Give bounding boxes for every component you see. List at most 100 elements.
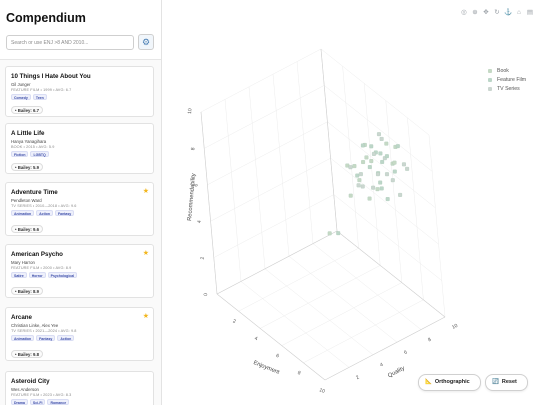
z-tick-label: 6 [193,183,199,187]
orthographic-label: Orthographic [434,379,470,385]
wall-gridline [204,85,325,149]
wall-gridline [224,99,242,282]
tag[interactable]: Satire [11,272,27,278]
legend-item[interactable]: Feature Film [488,71,526,83]
orthographic-button[interactable]: 📐 Orthographic [418,374,481,391]
data-point [384,141,389,146]
wall-gridline [407,117,424,300]
reset-icon: 🔄 [492,379,499,385]
settings-button[interactable]: ⚙ [138,34,154,50]
scatter-3d-plot[interactable]: 2 4 6 8 10 2 4 6 8 10 0 2 4 6 8 10 Enjoyment Quality Recom… [163,0,540,405]
list-item[interactable]: Asteroid City Wes Anderson FEATURE FILM … [5,371,154,405]
y-axis-title: Quality [387,365,406,379]
tag[interactable]: Fantasy [55,210,75,216]
orbit-icon[interactable]: ↻ [494,9,500,16]
score-badge: • Bailey: 9.8 [11,350,43,358]
wall-gridline [330,158,439,245]
axis-line [216,230,338,295]
card-tags: Comedy Teen [11,94,49,100]
tag[interactable]: Drama [11,399,28,405]
data-point [378,151,383,156]
legend-label: Book [497,67,509,74]
x-tick-label: 2 [232,318,237,325]
z-tick-label: 4 [197,220,203,224]
data-point [371,151,376,156]
tag[interactable]: Animation [11,210,35,216]
legend-item[interactable]: TV Series [488,80,526,92]
data-point [379,136,384,141]
tag[interactable]: Fantasy [36,335,56,341]
axis-line [336,230,446,318]
data-point [405,166,410,171]
star-icon[interactable]: ★ [142,188,149,195]
data-point [402,162,406,167]
tag[interactable]: Comedy [11,94,31,100]
data-point [327,231,332,236]
data-point [384,154,389,159]
dot-icon: • [15,108,17,113]
card-tags: Satire Horror Psychological [11,272,79,278]
z-tick-label: 0 [203,293,209,297]
list-item[interactable]: ★ American Psycho Mary Harron FEATURE FI… [5,244,154,298]
card-author: Pendleton Ward [11,197,42,203]
list-item[interactable]: A Little Life Hanya Yanagihara BOOK • 20… [5,123,154,174]
search-input[interactable] [6,35,134,50]
score-badge: • Bailey: 5.9 [11,163,43,171]
list-item[interactable]: ★ Adventure Time Pendleton Ward TV SERIE… [5,182,154,236]
sidebar-header: Compendium ⚙ [0,0,161,60]
plot-canvas[interactable]: 2 4 6 8 10 2 4 6 8 10 0 2 4 6 8 10 Enjoyment Quality Recom… [163,0,540,405]
reset-button[interactable]: 🔄 Reset [485,374,528,391]
card-meta: FEATURE FILM • 2000 • AVG: 8.9 [11,266,72,270]
tag[interactable]: Sci-Fi [29,399,46,405]
data-point [398,192,403,197]
list-item[interactable]: ★ Arcane Christian Linke, Alex Yee TV SE… [5,307,154,361]
tag[interactable]: Action [36,210,54,216]
card-title: Adventure Time [11,189,58,196]
data-point [352,164,357,169]
dot-icon: • [15,352,17,357]
floor-gridline [264,268,374,355]
score-badge: • Bailey: 6.7 [11,106,43,114]
axis-line [216,293,326,381]
tag[interactable]: Action [57,335,75,341]
data-point [356,183,361,188]
tag[interactable]: Romance [47,399,70,405]
tag[interactable]: Psychological [47,272,78,278]
plotly-logo-icon[interactable]: ▤ [526,9,534,16]
legend-marker [488,68,492,73]
list-item[interactable]: 10 Things I Hate About You Gil Junger FE… [5,66,154,117]
floor-gridline [240,281,350,368]
home-icon[interactable]: ⌂ [517,9,521,16]
data-point [377,132,381,137]
star-icon[interactable]: ★ [142,313,149,320]
data-point [371,185,376,190]
x-tick-label: 4 [254,336,259,343]
score-label: Bailey: 9.8 [17,352,39,357]
score-label: Bailey: 6.7 [17,108,39,113]
card-author: Mary Harron [11,259,35,265]
axis-layer [200,48,446,381]
floor-gridline [238,247,359,312]
tag[interactable]: LGBTQ [30,151,49,157]
pan-icon[interactable]: ✥ [483,9,489,16]
tag[interactable]: Animation [11,335,35,341]
y-tick-label: 8 [427,337,432,344]
card-title: Arcane [11,314,32,321]
data-point [369,159,374,163]
floor-gridline [312,243,422,330]
legend-item[interactable]: Book [488,62,526,74]
tag[interactable]: Teen [32,94,47,100]
wall-gridline [210,157,331,222]
x-tick-label: 10 [318,387,325,395]
score-badge: • Bailey: 8.9 [11,287,43,295]
tag[interactable]: Fiction [11,151,29,157]
tag[interactable]: Horror [28,272,46,278]
turntable-icon[interactable]: ⚓ [504,9,513,16]
item-list[interactable]: 10 Things I Hate About You Gil Junger FE… [0,60,161,405]
camera-icon[interactable]: ◎ [461,9,467,16]
star-icon[interactable]: ★ [142,250,149,257]
y-tick-label: 10 [451,323,459,331]
y-tick-label: 2 [355,374,360,381]
zoom-icon[interactable]: ⊕ [472,9,478,16]
dot-icon: • [15,289,17,294]
